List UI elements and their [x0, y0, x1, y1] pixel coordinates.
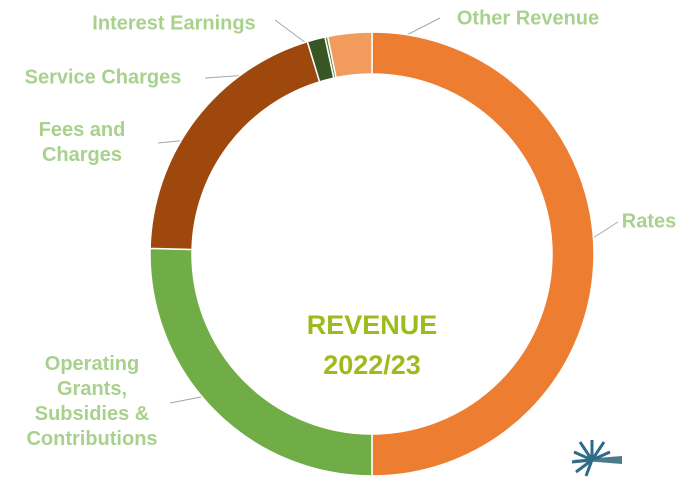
slice-label: Interest Earnings	[92, 12, 256, 35]
slices	[149, 31, 595, 477]
slice-label: Fees and Charges	[38, 119, 126, 166]
chart-title: REVENUE 2022/23	[306, 310, 438, 380]
slice	[371, 31, 595, 477]
slice-label: Other Revenue	[456, 7, 600, 30]
slice-label: Rates	[621, 210, 677, 233]
slice-label: Service Charges	[24, 66, 182, 89]
slice-label: Operating Grants, Subsidies & Contributi…	[26, 353, 158, 450]
slice	[326, 31, 373, 79]
logo	[571, 440, 622, 477]
